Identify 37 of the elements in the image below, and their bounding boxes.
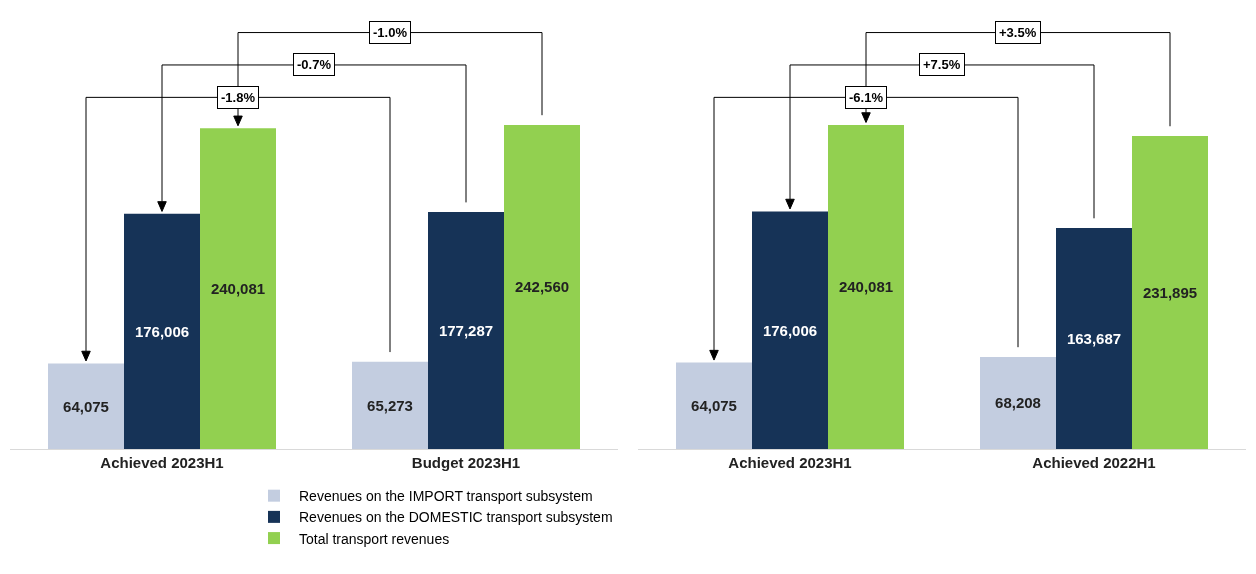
data-label: 68,208 — [995, 394, 1041, 412]
bar — [980, 356, 1056, 449]
x-tick-label: Achieved 2023H1 — [100, 454, 224, 471]
text: +7.5% — [923, 57, 961, 72]
x-tick-label: Achieved 2023H1 — [728, 454, 852, 471]
data-label: 242,560 — [514, 278, 570, 296]
x-tick-label: Budget 2023H1 — [411, 454, 521, 471]
legend-label: Revenues on the DOMESTIC transport subsystem — [299, 509, 613, 526]
bar — [676, 362, 752, 449]
bar — [828, 124, 904, 449]
text: -0.7% — [297, 57, 332, 72]
data-label: 240,081 — [210, 280, 266, 298]
bar — [752, 211, 828, 449]
bar — [1056, 228, 1132, 449]
data-label: 64,075 — [691, 397, 737, 415]
bar — [428, 212, 504, 449]
bar — [1132, 135, 1208, 449]
bar — [48, 363, 124, 449]
data-label: 176,006 — [762, 321, 818, 339]
text: -1.0% — [373, 25, 408, 40]
legend-label: Total transport revenues — [299, 530, 450, 547]
x-tick-label: Achieved 2022H1 — [1032, 454, 1156, 471]
text: -6.1% — [849, 90, 884, 105]
data-label: 231,895 — [1142, 283, 1198, 301]
data-label: 65,273 — [367, 396, 413, 414]
data-label: 163,687 — [1066, 330, 1122, 348]
legend-label: Revenues on the IMPORT transport subsystem — [299, 488, 593, 505]
data-label: 176,006 — [134, 322, 190, 340]
data-label: 240,081 — [838, 278, 894, 296]
data-label: 177,287 — [438, 322, 494, 340]
data-label: 64,075 — [63, 397, 109, 415]
bar — [200, 128, 276, 449]
bar — [352, 361, 428, 449]
text: -1.8% — [221, 90, 256, 105]
text: +3.5% — [999, 25, 1037, 40]
bar — [124, 213, 200, 449]
bar — [504, 124, 580, 449]
